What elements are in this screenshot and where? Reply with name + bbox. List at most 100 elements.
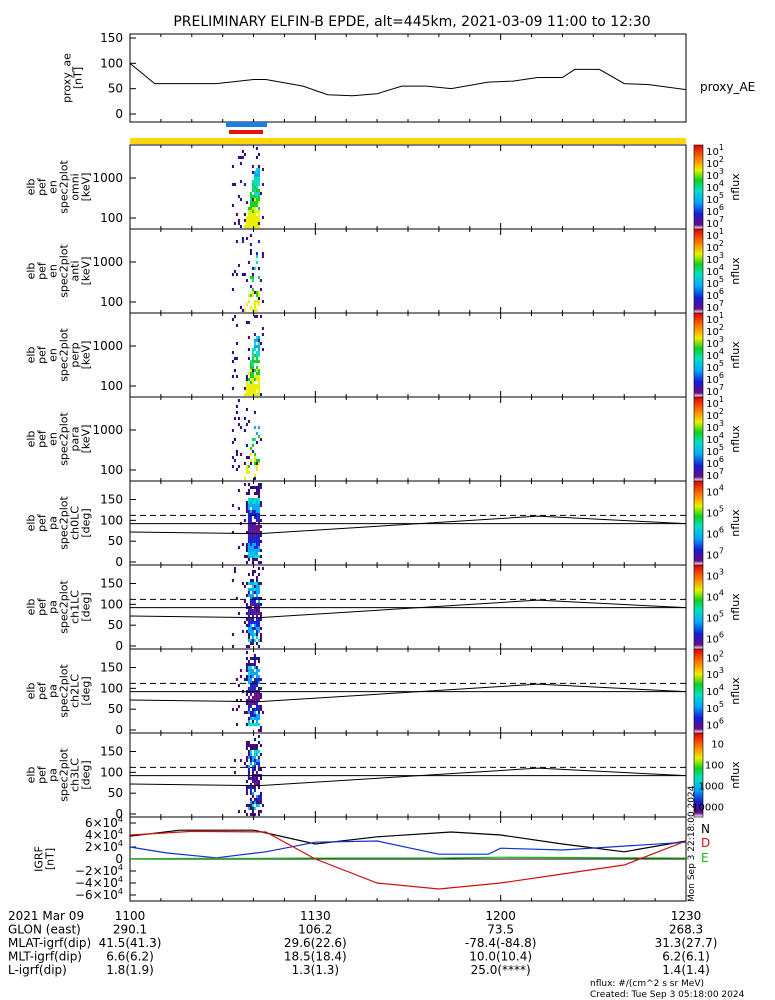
spec-pixel [249,276,252,279]
spec-pixel [255,516,258,519]
spec-pixel [247,207,250,210]
spec-pixel [247,225,250,228]
ylabel-line: spec2plot [58,748,71,802]
colorbar-tick-label: 101 [706,311,724,326]
spec-pixel [233,183,236,186]
spec-pixel [257,207,260,210]
spec-pixel [257,759,260,762]
spec-pixel [255,777,258,780]
spec-pixel [257,495,260,498]
spec-pixel [257,669,260,672]
panel-frame [129,480,687,566]
spec-pixel [251,657,254,660]
spec-pixel [231,165,234,168]
spec-pixel [253,546,256,549]
xaxis-row-value: -78.4(-84.8) [465,936,536,950]
spec-pixel [257,177,260,180]
spec-pixel [253,759,256,762]
spec-pixel [249,285,252,288]
ylabel-line: spec2plot [58,496,71,550]
colorbar-tick-label: 105 [706,700,724,715]
spec-pixel [247,321,250,324]
spec-pixel [259,525,262,528]
spec-pixel [249,534,252,537]
spec-pixel [255,759,258,762]
spec-pixel [255,603,258,606]
spec-pixel [247,489,250,492]
spec-pixel [257,687,260,690]
spec-pixel [253,609,256,612]
spec-pixel [249,207,252,210]
spec-pixel [249,216,252,219]
spec-pixel [259,792,262,795]
spec-pixel [245,711,248,714]
spec-pixel [249,528,252,531]
spec-pixel [257,660,260,663]
spec-pixel [253,591,256,594]
spec-pixel [249,234,252,237]
spec-pixel [249,672,252,675]
spec-pixel [251,591,254,594]
spec-pixel [243,678,246,681]
spec-pixel [249,582,252,585]
spec-pixel [253,786,256,789]
spec-pixel [251,663,254,666]
spec-pixel [245,594,248,597]
spec-pixel [255,513,258,516]
spec-pixel [255,669,258,672]
xaxis-row-value: 1130 [300,909,331,923]
igrf-y-tick-label: 6×104 [85,815,123,830]
spec-pixel [255,549,258,552]
loss-cone-line [129,683,687,703]
spec-pixel [259,582,262,585]
y-tick-label: 100 [100,379,123,393]
spec-pixel [257,567,260,570]
spec-pixel [245,393,248,396]
spec-pixel [257,195,260,198]
spec-pixel [257,201,260,204]
spec-pixel [255,618,258,621]
ylabel-line: pef [36,513,49,532]
spec-pixel [257,342,260,345]
spec-pixel [251,687,254,690]
spec-pixel [249,597,252,600]
spec-pixel [251,636,254,639]
spec-pixel [259,519,262,522]
ylabel-line: spec2plot [58,328,71,382]
spec-pixel [251,711,254,714]
colorbar-tick-label: 103 [706,335,724,350]
spec-pixel [253,603,256,606]
spec-pixel [253,309,256,312]
spec-pixel [245,504,248,507]
spec-pixel [253,387,256,390]
ae-y-tick-label: 0 [115,107,123,121]
spec-pixel [257,192,260,195]
spec-pixel [253,354,256,357]
spec-pixel [253,171,256,174]
spec-pixel [255,216,258,219]
spec-pixel [249,204,252,207]
spec-pixel [241,150,244,153]
y-tick-label: 50 [108,618,123,632]
spec-pixel [247,666,250,669]
spec-pixel [237,417,240,420]
spec-pixel [251,768,254,771]
spec-pixel [259,549,262,552]
spec-pixel [255,621,258,624]
spec-pixel [261,333,264,336]
ae-panel-frame [129,33,687,123]
spec-pixel [247,582,250,585]
panel-frame [129,396,687,482]
spec-pixel [249,213,252,216]
y-tick-label: 50 [108,786,123,800]
spec-pixel [255,378,258,381]
colorbar [693,480,704,566]
spec-pixel [257,492,260,495]
spec-pixel [249,198,252,201]
ylabel-line: [deg] [80,676,93,705]
spec-pixel [251,294,254,297]
colorbar-tick-label: 107 [706,215,724,230]
